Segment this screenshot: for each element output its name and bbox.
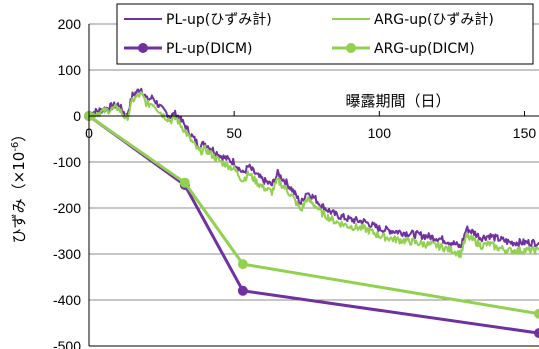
- legend-label: ARG-up(ひずみ計): [374, 12, 494, 28]
- y-tick-label: 200: [58, 16, 82, 32]
- data-point: [238, 286, 248, 296]
- y-tick-label: -500: [53, 338, 81, 349]
- series-ARG-up(DICM): [84, 111, 539, 319]
- series-PL-up(DICM): [84, 111, 539, 338]
- y-axis-title-exponent: -6: [10, 142, 21, 152]
- y-axis-title-main: ひずみ（×10: [10, 152, 28, 244]
- y-tick-label: -200: [53, 200, 81, 216]
- x-tick-label: 150: [513, 125, 537, 141]
- legend-label: PL-up(DICM): [166, 41, 253, 57]
- y-tick-labels: 200 100 0 -100 -200 -300 -400 -500: [53, 16, 81, 349]
- series-line: [89, 116, 539, 333]
- legend-marker: [138, 43, 148, 53]
- data-point: [534, 328, 539, 338]
- data-point: [238, 259, 248, 269]
- x-tick-label: 50: [226, 125, 242, 141]
- y-tick-label: 100: [58, 62, 82, 78]
- y-tick-label: 0: [73, 108, 81, 124]
- y-axis-title-close: ）: [10, 127, 28, 142]
- series-line: [89, 89, 539, 248]
- x-tick-label: 100: [368, 125, 392, 141]
- legend-marker: [346, 43, 356, 53]
- axes: [89, 24, 539, 346]
- y-tick-label: -400: [53, 292, 81, 308]
- y-tick-label: -100: [53, 154, 81, 170]
- x-tick-label: 0: [85, 125, 93, 141]
- y-tick-label: -300: [53, 246, 81, 262]
- x-tick-labels: 0 50 100 150: [85, 125, 536, 141]
- series-line: [89, 116, 539, 314]
- data-point: [180, 178, 190, 188]
- legend: PL-up(ひずみ計) ARG-up(ひずみ計) PL-up(DICM) ARG-up…: [117, 4, 533, 64]
- legend-label: PL-up(ひずみ計): [166, 12, 272, 28]
- legend-label: ARG-up(DICM): [374, 41, 475, 57]
- data-point: [534, 309, 539, 319]
- y-axis-title: ひずみ（×10-6）: [10, 127, 28, 244]
- series-layer: [84, 89, 539, 338]
- x-axis-title: 曝露期間（日）: [345, 92, 450, 110]
- grid-lines: [89, 24, 539, 346]
- series-PL-up(ひずみ計): [89, 89, 539, 248]
